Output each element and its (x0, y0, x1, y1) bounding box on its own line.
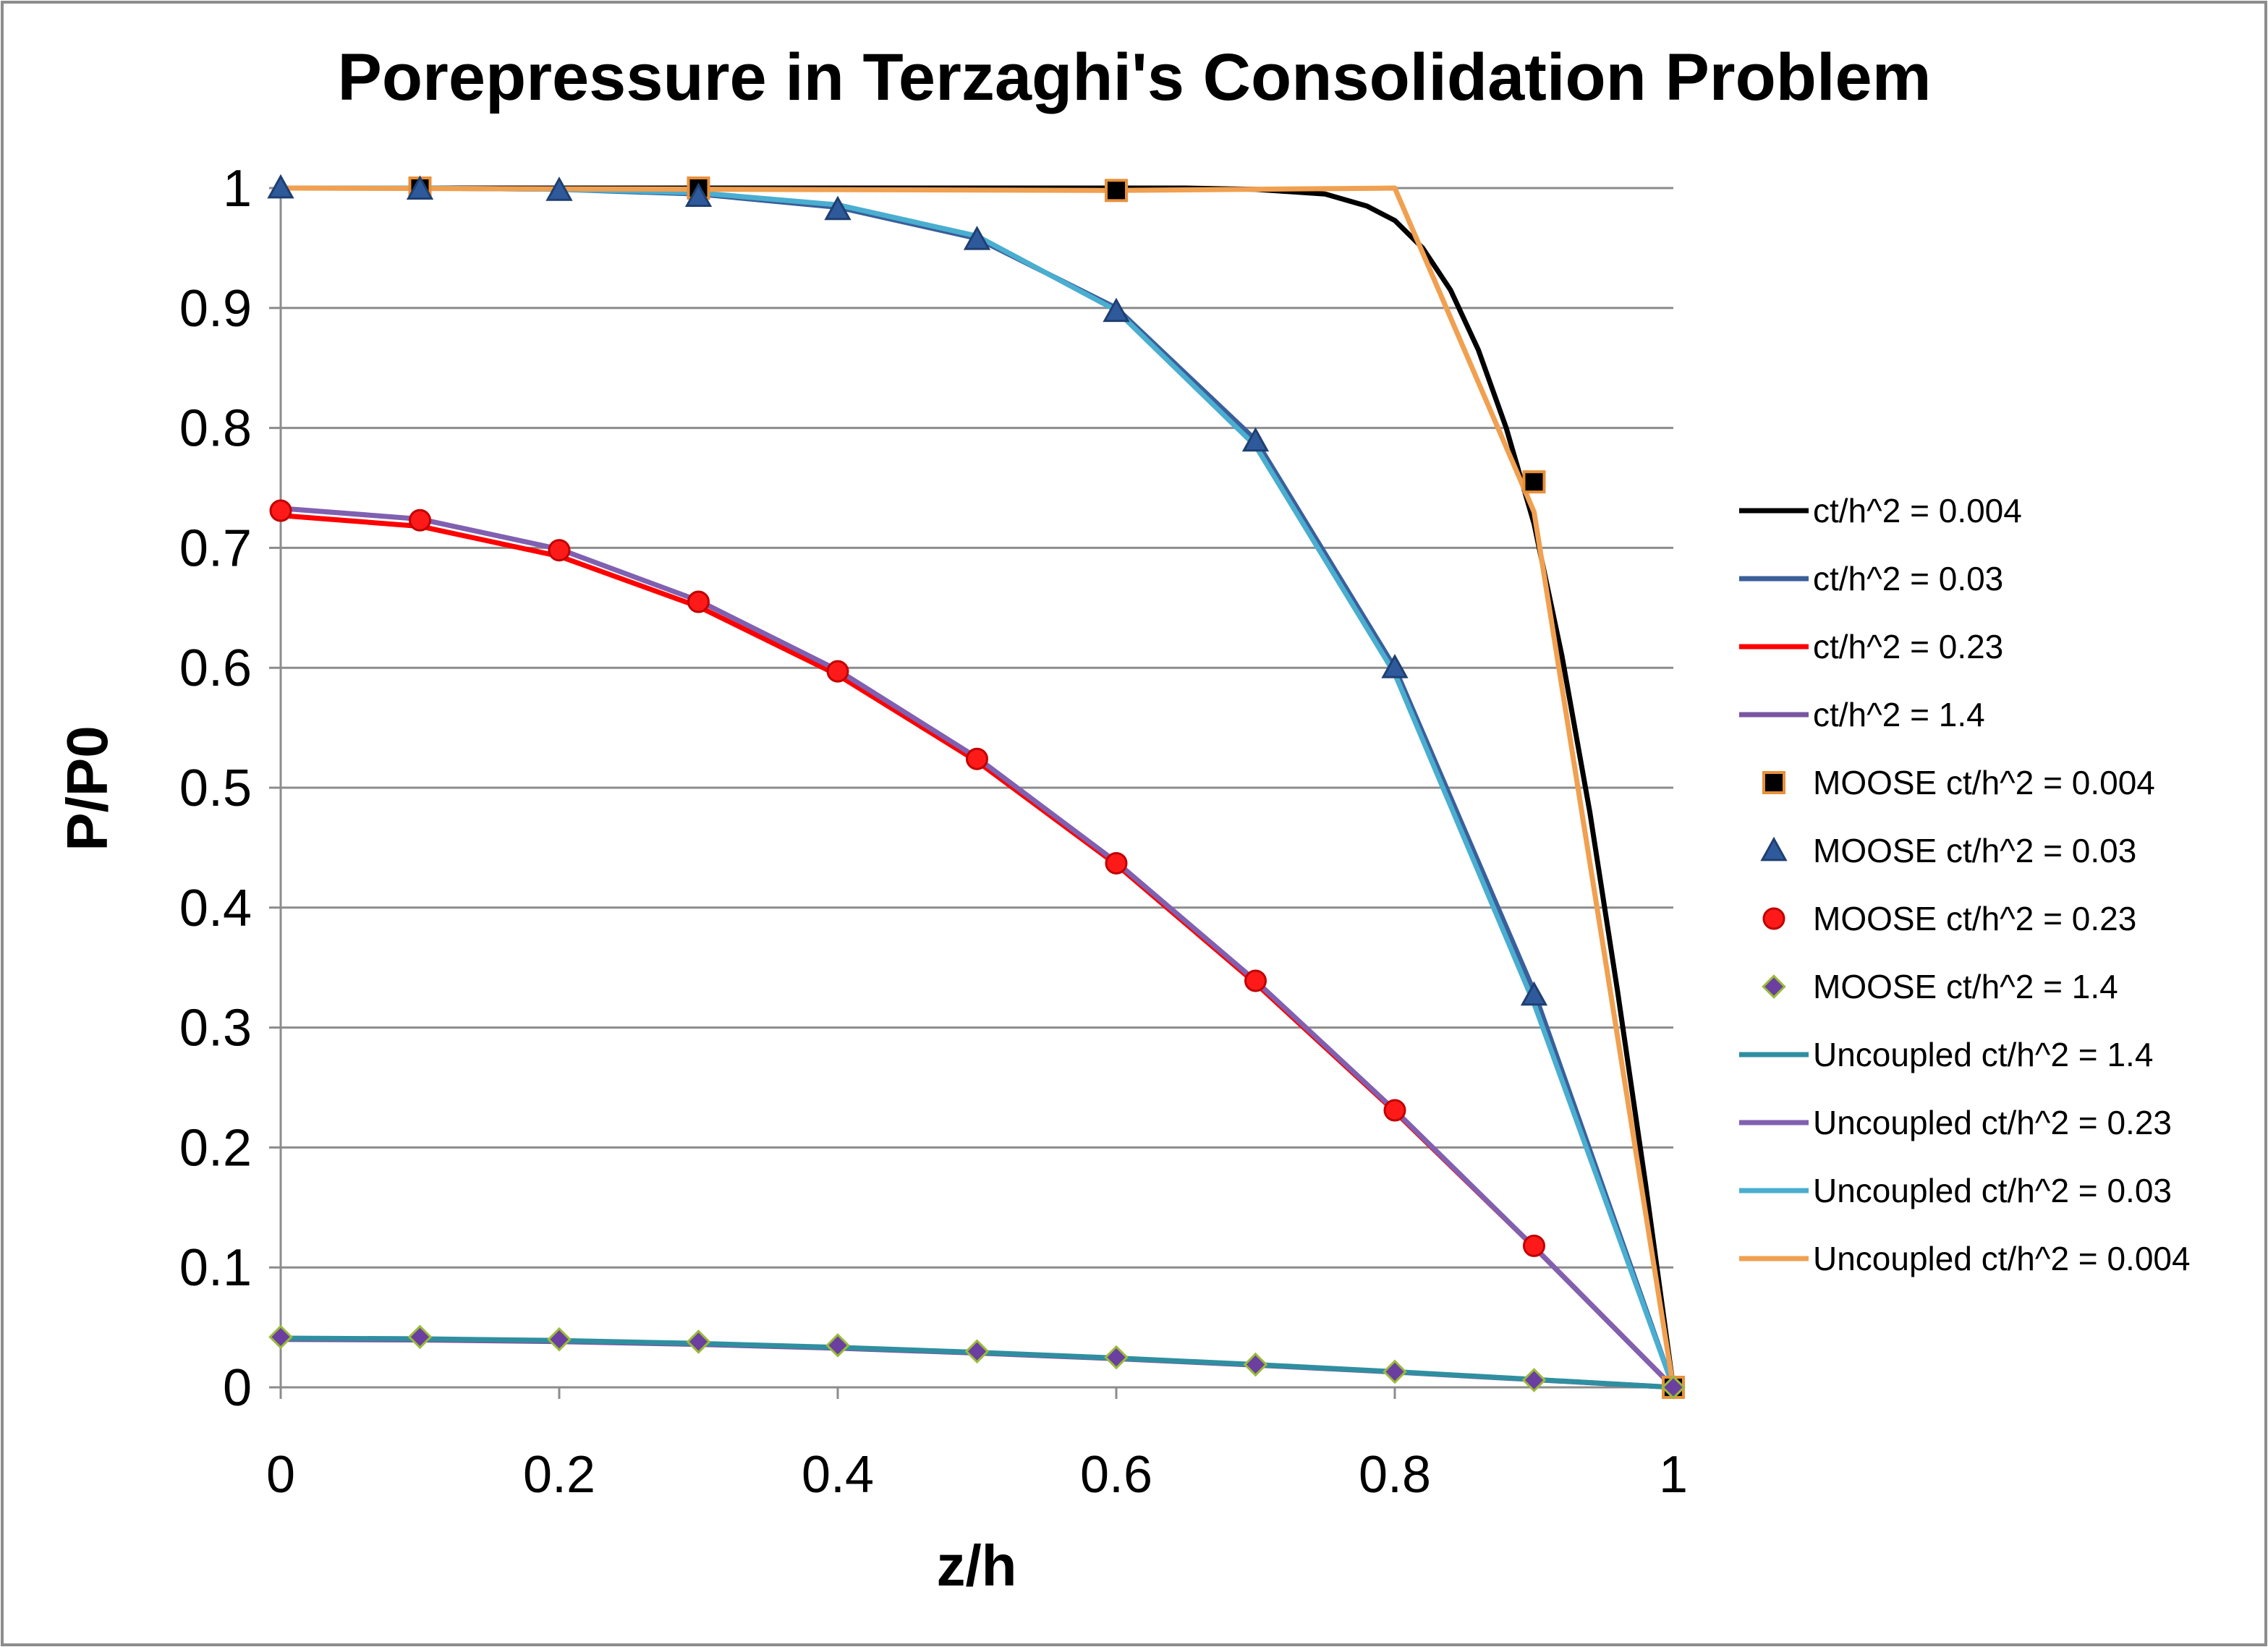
y-axis-title: P/P0 (55, 725, 119, 851)
x-tick-label-4: 0.8 (1359, 1446, 1431, 1504)
series-point-moose-ct-h-2-0-23-2 (548, 539, 571, 562)
series-point-moose-ct-h-2-1-4-1 (407, 1324, 433, 1350)
legend-swatch-moose-ct-h-2-1-4 (1762, 974, 1786, 999)
series-point-moose-ct-h-2-0-03-5 (963, 226, 991, 250)
series-point-moose-ct-h-2-0-03-1 (406, 175, 434, 200)
series-point-moose-ct-h-2-1-4-9 (1521, 1368, 1547, 1392)
series-point-moose-ct-h-2-0-23-0 (269, 499, 292, 522)
legend-label-moose-ct-h-2-1-4: MOOSE ct/h^2 = 1.4 (1813, 968, 2118, 1005)
y-tick-label-1: 0.1 (179, 1239, 252, 1297)
x-axis-title: z/h (936, 1533, 1016, 1598)
series-point-moose-ct-h-2-0-03-3 (684, 182, 713, 207)
series-point-moose-ct-h-2-0-23-1 (409, 508, 431, 532)
series-point-moose-ct-h-2-0-23-4 (826, 660, 849, 683)
y-tick-label-4: 0.4 (179, 880, 252, 937)
series-point-moose-ct-h-2-1-4-0 (268, 1324, 293, 1350)
legend-label-moose-ct-h-2-0-03: MOOSE ct/h^2 = 0.03 (1813, 832, 2136, 869)
legend-label-ct-h-2-0-03: ct/h^2 = 0.03 (1813, 560, 2003, 597)
legend: ct/h^2 = 0.004 ct/h^2 = 0.03 ct/h^2 = 0.23… (1739, 492, 2191, 1277)
y-tick-label-5: 0.5 (179, 759, 252, 817)
x-tick-label-0: 0 (266, 1446, 295, 1504)
legend-label-uncoupled-ct-h-2-0-03: Uncoupled ct/h^2 = 0.03 (1813, 1172, 2172, 1209)
legend-label-uncoupled-ct-h-2-0-004: Uncoupled ct/h^2 = 0.004 (1813, 1240, 2191, 1277)
series-line-uncoupled-ct-h-2-0-004 (280, 185, 1676, 1388)
legend-label-uncoupled-ct-h-2-0-23: Uncoupled ct/h^2 = 0.23 (1813, 1104, 2172, 1141)
legend-label-ct-h-2-0-004: ct/h^2 = 0.004 (1813, 492, 2022, 529)
legend-label-moose-ct-h-2-0-004: MOOSE ct/h^2 = 0.004 (1813, 764, 2155, 801)
legend-label-moose-ct-h-2-0-23: MOOSE ct/h^2 = 0.23 (1813, 900, 2136, 937)
series-layer (267, 174, 1686, 1400)
series-point-moose-ct-h-2-0-03-0 (267, 174, 294, 199)
y-tick-labels: 0 0.1 0.2 0.3 0.4 0.5 0.6 0.7 0.8 0.9 1 (179, 160, 252, 1417)
y-tick-label-6: 0.6 (179, 639, 252, 697)
x-tick-label-5: 1 (1659, 1446, 1688, 1504)
series-point-moose-ct-h-2-0-004-2 (1105, 179, 1128, 203)
x-tick-label-1: 0.2 (523, 1446, 595, 1504)
series-point-moose-ct-h-2-0-03-6 (1103, 297, 1130, 323)
y-tick-label-7: 0.7 (179, 519, 252, 577)
y-tick-label-3: 0.3 (179, 1000, 252, 1057)
series-point-moose-ct-h-2-1-4-10 (1661, 1375, 1686, 1400)
chart-title: Porepressure in Terzaghi's Consolidation… (337, 41, 1931, 114)
series-point-moose-ct-h-2-1-4-5 (964, 1339, 990, 1364)
series-point-moose-ct-h-2-0-03-9 (1520, 981, 1548, 1006)
x-tick-label-2: 0.4 (802, 1446, 874, 1504)
y-tick-label-0: 0 (223, 1359, 252, 1417)
series-point-moose-ct-h-2-1-4-6 (1104, 1345, 1129, 1370)
legend-label-ct-h-2-1-4: ct/h^2 = 1.4 (1813, 696, 1985, 733)
series-point-moose-ct-h-2-0-23-7 (1244, 969, 1267, 992)
y-tick-label-10: 1 (223, 160, 252, 218)
series-point-moose-ct-h-2-0-23-6 (1105, 851, 1128, 874)
series-point-moose-ct-h-2-0-23-8 (1383, 1099, 1406, 1122)
series-point-moose-ct-h-2-1-4-4 (825, 1333, 850, 1358)
x-tick-label-3: 0.6 (1080, 1446, 1152, 1504)
series-point-moose-ct-h-2-0-03-7 (1241, 427, 1270, 452)
legend-label-uncoupled-ct-h-2-1-4: Uncoupled ct/h^2 = 1.4 (1813, 1036, 2153, 1073)
series-point-moose-ct-h-2-1-4-3 (686, 1329, 711, 1354)
series-point-moose-ct-h-2-0-23-3 (687, 590, 710, 613)
legend-label-ct-h-2-0-23: ct/h^2 = 0.23 (1813, 628, 2003, 665)
legend-swatch-moose-ct-h-2-0-03 (1760, 836, 1788, 861)
series-point-moose-ct-h-2-0-23-5 (966, 747, 988, 770)
legend-swatch-moose-ct-h-2-0-23 (1762, 907, 1785, 930)
series-point-moose-ct-h-2-0-03-2 (545, 176, 573, 201)
y-tick-label-8: 0.8 (179, 400, 252, 458)
series-point-moose-ct-h-2-1-4-7 (1243, 1352, 1268, 1377)
legend-swatch-moose-ct-h-2-0-004 (1762, 771, 1785, 794)
series-point-moose-ct-h-2-0-004-3 (1522, 470, 1546, 494)
series-point-moose-ct-h-2-1-4-2 (547, 1327, 572, 1352)
series-point-moose-ct-h-2-0-03-4 (824, 195, 851, 221)
series-point-moose-ct-h-2-0-03-8 (1381, 654, 1409, 678)
series-point-moose-ct-h-2-1-4-8 (1383, 1359, 1407, 1384)
series-point-moose-ct-h-2-0-23-9 (1523, 1234, 1545, 1257)
x-tick-labels: 0 0.2 0.4 0.6 0.8 1 (266, 1446, 1688, 1504)
y-tick-label-9: 0.9 (179, 280, 252, 338)
y-tick-label-2: 0.2 (179, 1119, 252, 1177)
